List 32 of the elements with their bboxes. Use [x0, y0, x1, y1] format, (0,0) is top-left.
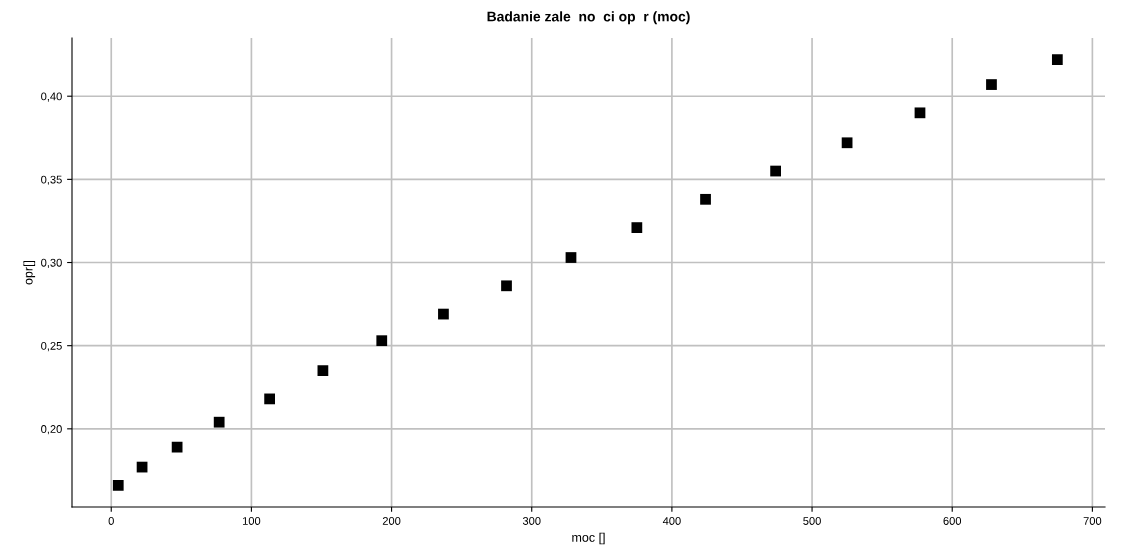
x-axis-title: moc [] [572, 532, 605, 545]
x-tick-label: 400 [662, 517, 681, 525]
x-tick-label: 200 [382, 517, 401, 525]
point [700, 193, 711, 205]
y-axis-title: opr[] [23, 260, 36, 285]
point [213, 416, 225, 428]
x-tick-label: 100 [242, 517, 261, 525]
point [171, 441, 183, 453]
y-tick-label: 0,30 [41, 258, 62, 268]
point [376, 335, 388, 347]
point [112, 480, 124, 491]
x-tick-label: 500 [803, 517, 821, 525]
point [1051, 54, 1063, 65]
point [317, 365, 329, 376]
point [438, 308, 449, 320]
point [914, 107, 926, 119]
point [631, 222, 643, 233]
point [986, 79, 997, 90]
y-tick-label: 0,35 [41, 175, 62, 185]
point [841, 137, 853, 149]
point [264, 393, 276, 405]
y-tick-label: 0,25 [41, 341, 62, 352]
point [565, 252, 577, 263]
x-tick-label: 700 [1083, 517, 1102, 525]
x-tick-label: 600 [943, 517, 962, 525]
chart-title: Badanie zale no ci op r (moc) [487, 11, 690, 25]
x-tick-label: 300 [522, 517, 541, 525]
point [770, 165, 781, 177]
y-tick-label: 0,20 [41, 425, 62, 435]
y-tick-label: 0,40 [41, 92, 62, 102]
point [501, 280, 512, 292]
x-tick-label: 0 [108, 517, 114, 525]
